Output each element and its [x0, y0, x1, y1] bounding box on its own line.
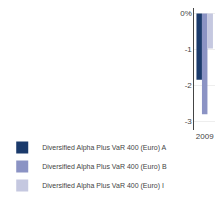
svg-text:-3: -3 — [185, 117, 193, 126]
svg-text:2009: 2009 — [196, 132, 214, 141]
svg-text:-1: -1 — [185, 45, 193, 54]
svg-text:Diversified Alpha Plus VaR 400: Diversified Alpha Plus VaR 400 (Euro) I — [42, 182, 164, 190]
svg-text:Diversified Alpha Plus VaR 400: Diversified Alpha Plus VaR 400 (Euro) A — [42, 144, 166, 152]
svg-text:0%: 0% — [180, 9, 192, 18]
svg-text:Diversified Alpha Plus VaR 400: Diversified Alpha Plus VaR 400 (Euro) B — [42, 163, 167, 171]
svg-text:-2: -2 — [185, 81, 193, 90]
